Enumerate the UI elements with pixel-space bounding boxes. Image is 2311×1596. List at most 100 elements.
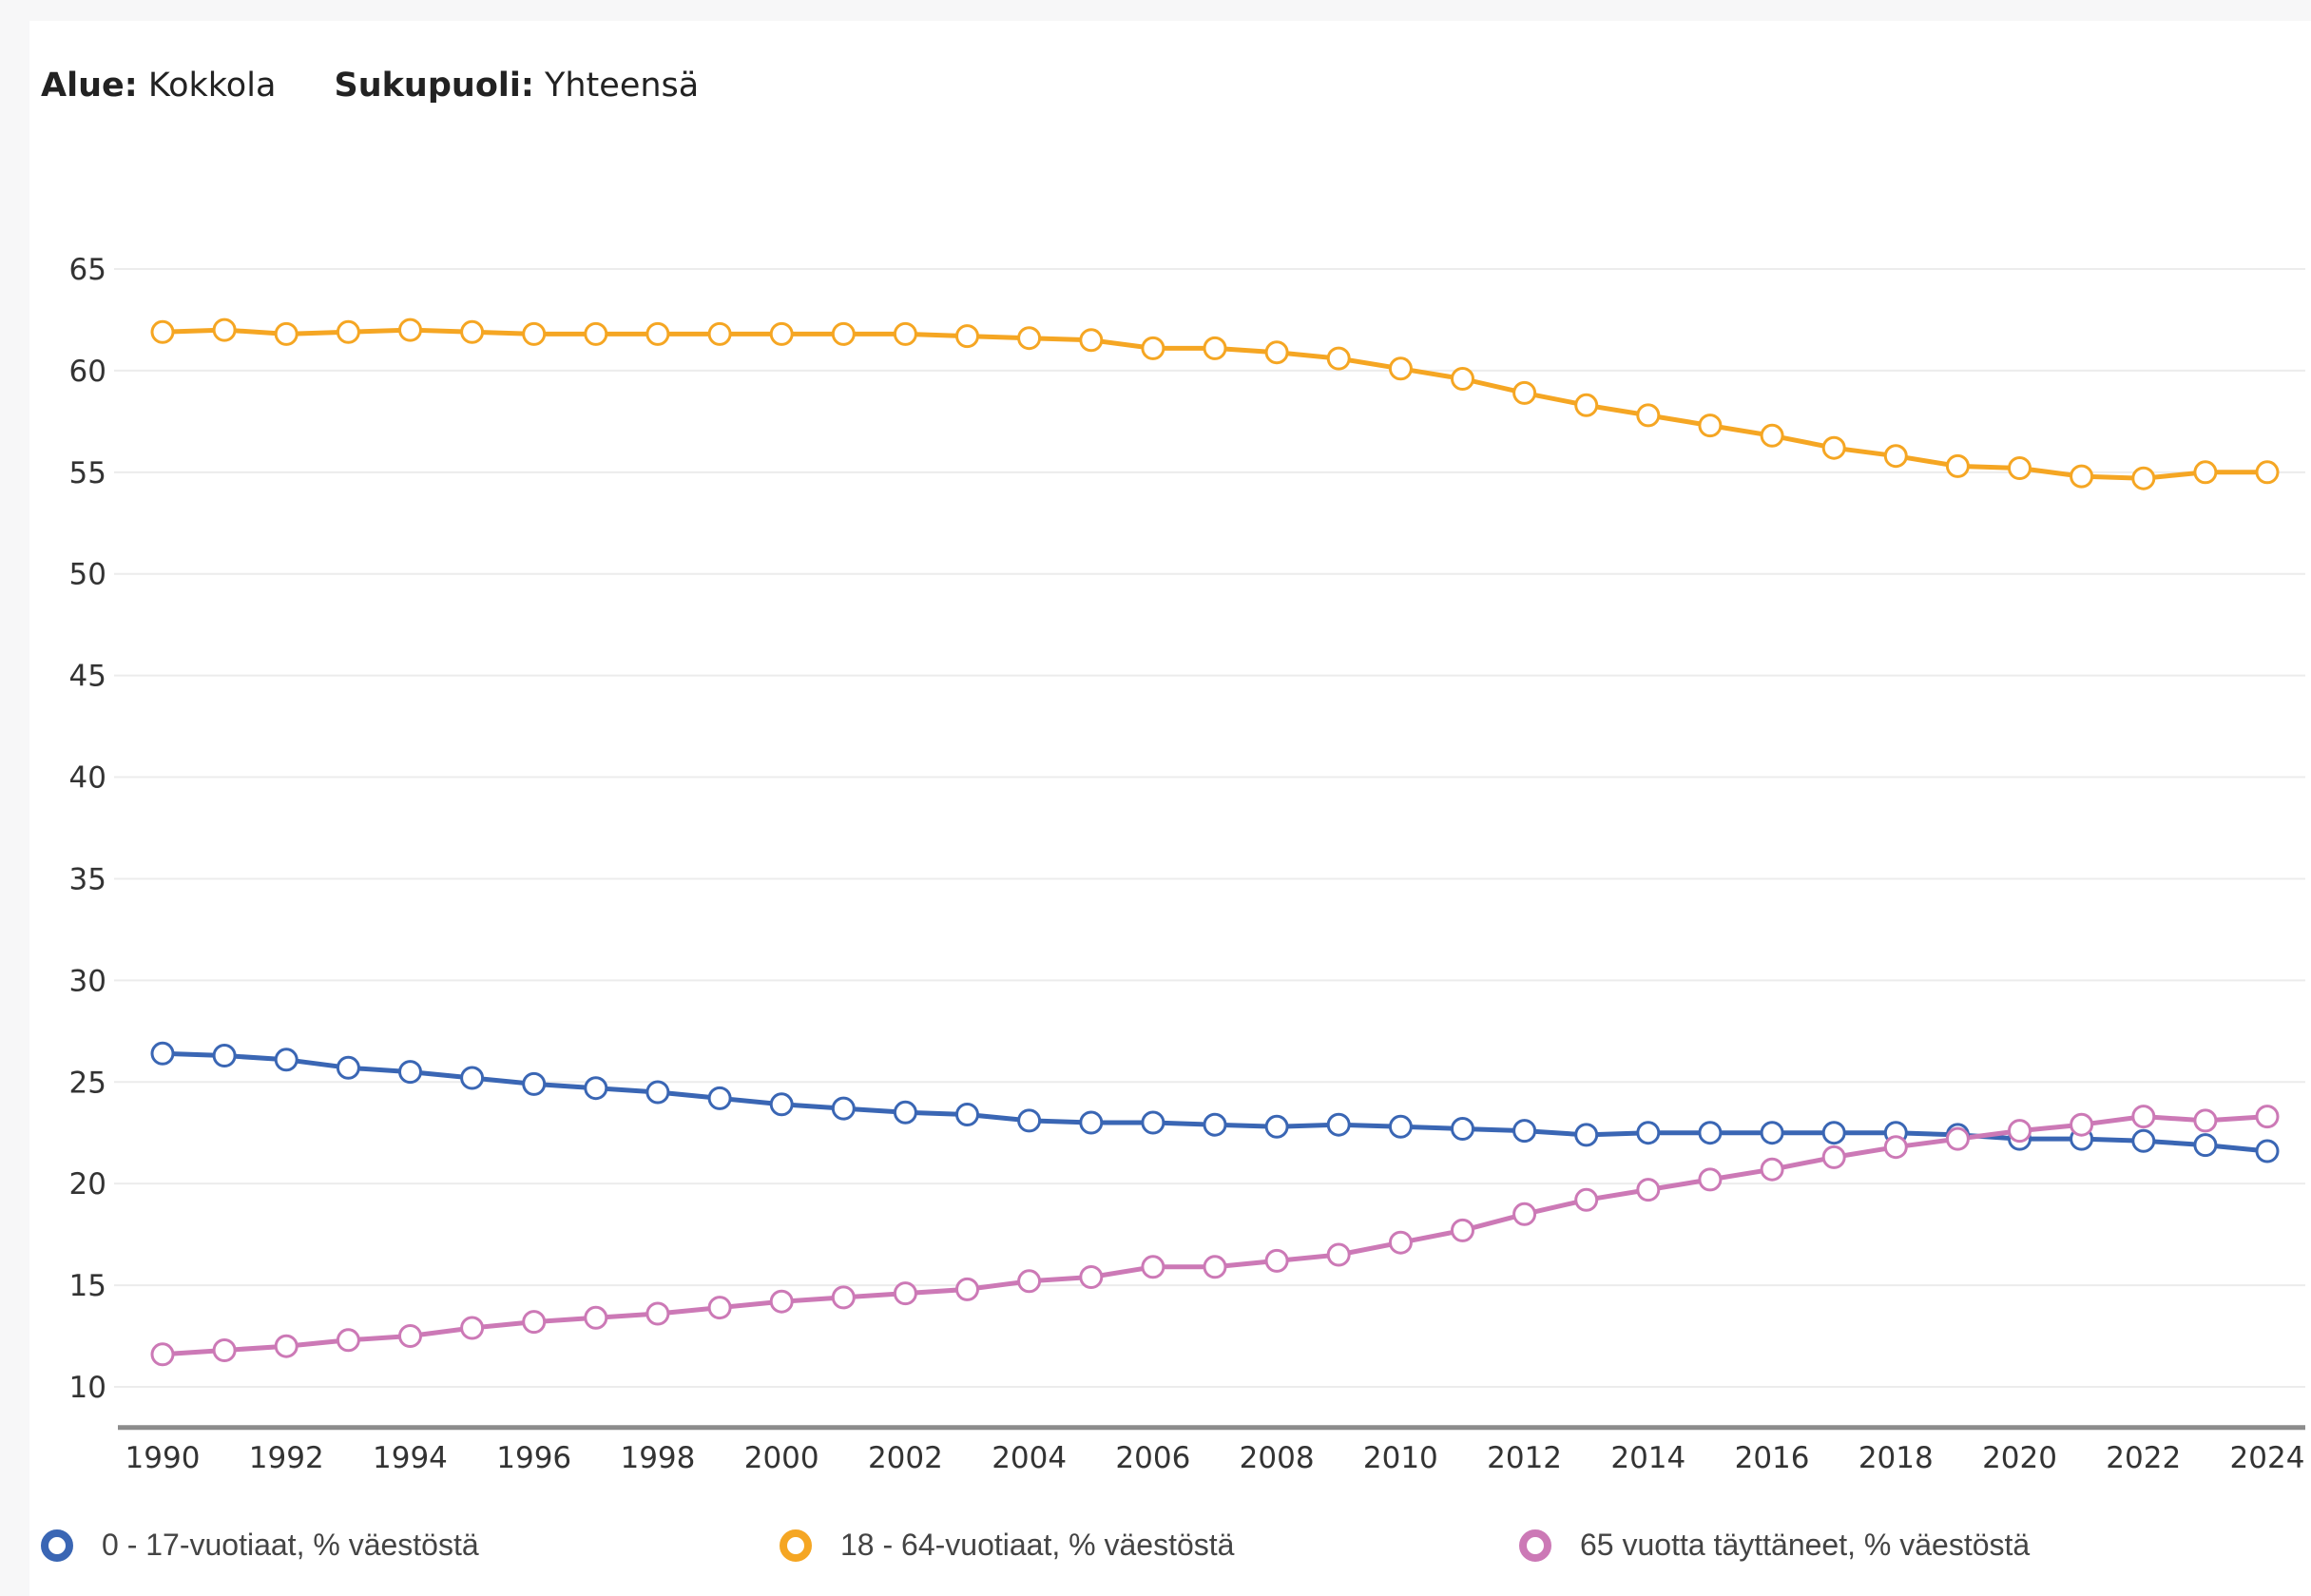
data-point-1-2010[interactable] bbox=[1388, 356, 1413, 381]
data-point-2-2004[interactable] bbox=[1017, 1269, 1042, 1294]
data-point-1-1998[interactable] bbox=[645, 321, 670, 346]
data-point-2-2023[interactable] bbox=[2193, 1108, 2218, 1133]
data-point-0-1996[interactable] bbox=[522, 1071, 547, 1096]
data-point-1-2009[interactable] bbox=[1326, 346, 1351, 371]
data-point-0-2012[interactable] bbox=[1512, 1119, 1537, 1144]
data-point-2-2024[interactable] bbox=[2255, 1105, 2280, 1129]
data-point-2-2013[interactable] bbox=[1574, 1187, 1599, 1212]
data-point-0-2007[interactable] bbox=[1203, 1112, 1227, 1137]
data-point-1-2001[interactable] bbox=[831, 321, 856, 346]
data-point-1-1991[interactable] bbox=[212, 317, 237, 342]
data-point-2-2010[interactable] bbox=[1388, 1230, 1413, 1255]
data-point-0-2001[interactable] bbox=[831, 1096, 856, 1121]
data-point-1-2004[interactable] bbox=[1017, 326, 1042, 351]
data-point-0-2003[interactable] bbox=[955, 1103, 979, 1126]
data-point-0-2022[interactable] bbox=[2131, 1128, 2156, 1153]
data-point-1-1996[interactable] bbox=[522, 321, 547, 346]
data-point-2-2016[interactable] bbox=[1760, 1157, 1784, 1182]
data-point-1-2002[interactable] bbox=[893, 321, 917, 346]
data-point-0-2016[interactable] bbox=[1760, 1121, 1784, 1145]
data-point-2-2007[interactable] bbox=[1203, 1255, 1227, 1279]
data-point-0-2006[interactable] bbox=[1141, 1110, 1165, 1135]
data-point-1-2011[interactable] bbox=[1451, 367, 1474, 391]
data-point-2-2000[interactable] bbox=[769, 1289, 794, 1314]
data-point-2-2022[interactable] bbox=[2131, 1105, 2156, 1129]
data-point-1-2018[interactable] bbox=[1883, 444, 1908, 469]
data-point-1-1990[interactable] bbox=[150, 319, 175, 344]
data-point-2-1991[interactable] bbox=[212, 1338, 237, 1362]
data-point-0-2000[interactable] bbox=[769, 1092, 794, 1117]
data-point-1-2023[interactable] bbox=[2193, 460, 2218, 485]
data-point-1-1999[interactable] bbox=[707, 321, 732, 346]
data-point-2-2006[interactable] bbox=[1141, 1255, 1165, 1279]
data-point-2-2019[interactable] bbox=[1945, 1126, 1970, 1151]
data-point-0-1990[interactable] bbox=[150, 1041, 175, 1066]
data-point-2-2011[interactable] bbox=[1451, 1218, 1474, 1242]
data-point-0-2023[interactable] bbox=[2193, 1133, 2218, 1158]
data-point-1-2017[interactable] bbox=[1821, 435, 1846, 460]
data-point-2-2003[interactable] bbox=[955, 1277, 979, 1301]
data-point-1-2014[interactable] bbox=[1636, 403, 1661, 428]
data-point-0-2024[interactable] bbox=[2255, 1139, 2280, 1163]
data-point-1-2022[interactable] bbox=[2131, 466, 2156, 490]
data-point-1-2000[interactable] bbox=[769, 321, 794, 346]
data-point-1-2012[interactable] bbox=[1512, 380, 1537, 405]
data-point-0-2017[interactable] bbox=[1821, 1121, 1846, 1145]
data-point-2-1998[interactable] bbox=[645, 1301, 670, 1326]
data-point-1-2007[interactable] bbox=[1203, 336, 1227, 360]
data-point-2-2002[interactable] bbox=[893, 1281, 917, 1306]
legend-item-0-17[interactable]: 0 - 17-vuotiaat, % väestöstä bbox=[41, 1528, 479, 1563]
legend-item-65-plus[interactable]: 65 vuotta täyttäneet, % väestöstä bbox=[1519, 1528, 2030, 1563]
data-point-1-1994[interactable] bbox=[398, 317, 422, 342]
data-point-1-2005[interactable] bbox=[1079, 328, 1104, 353]
data-point-1-2015[interactable] bbox=[1698, 413, 1723, 438]
data-point-2-1999[interactable] bbox=[707, 1296, 732, 1320]
data-point-2-2021[interactable] bbox=[2070, 1112, 2094, 1137]
data-point-1-1993[interactable] bbox=[336, 319, 360, 344]
data-point-0-2008[interactable] bbox=[1264, 1114, 1289, 1139]
data-point-1-2020[interactable] bbox=[2008, 456, 2032, 480]
data-point-0-2014[interactable] bbox=[1636, 1121, 1661, 1145]
data-point-0-2010[interactable] bbox=[1388, 1114, 1413, 1139]
data-point-0-1997[interactable] bbox=[584, 1076, 608, 1101]
data-point-2-2012[interactable] bbox=[1512, 1202, 1537, 1226]
data-point-0-2013[interactable] bbox=[1574, 1123, 1599, 1147]
data-point-2-2014[interactable] bbox=[1636, 1178, 1661, 1202]
data-point-2-2020[interactable] bbox=[2008, 1119, 2032, 1144]
data-point-2-2008[interactable] bbox=[1264, 1248, 1289, 1273]
data-point-0-1991[interactable] bbox=[212, 1044, 237, 1067]
data-point-2-1990[interactable] bbox=[150, 1342, 175, 1367]
data-point-2-2005[interactable] bbox=[1079, 1265, 1104, 1289]
data-point-2-2009[interactable] bbox=[1326, 1242, 1351, 1267]
data-point-2-1994[interactable] bbox=[398, 1324, 422, 1348]
data-point-0-2015[interactable] bbox=[1698, 1121, 1723, 1145]
data-point-1-1997[interactable] bbox=[584, 321, 608, 346]
data-point-2-2017[interactable] bbox=[1821, 1144, 1846, 1169]
data-point-0-2011[interactable] bbox=[1451, 1117, 1474, 1141]
data-point-1-2008[interactable] bbox=[1264, 340, 1289, 365]
data-point-0-2004[interactable] bbox=[1017, 1108, 1042, 1133]
data-point-2-1993[interactable] bbox=[336, 1328, 360, 1353]
data-point-2-2018[interactable] bbox=[1883, 1135, 1908, 1160]
data-point-1-2006[interactable] bbox=[1141, 336, 1165, 360]
data-point-1-1992[interactable] bbox=[274, 321, 299, 346]
data-point-2-1996[interactable] bbox=[522, 1310, 547, 1335]
data-point-0-2005[interactable] bbox=[1079, 1110, 1104, 1135]
data-point-0-1992[interactable] bbox=[274, 1048, 299, 1072]
data-point-1-2024[interactable] bbox=[2255, 460, 2280, 485]
data-point-2-1997[interactable] bbox=[584, 1305, 608, 1330]
data-point-0-1993[interactable] bbox=[336, 1055, 360, 1080]
data-point-0-1998[interactable] bbox=[645, 1080, 670, 1105]
data-point-0-2009[interactable] bbox=[1326, 1112, 1351, 1137]
data-point-1-2016[interactable] bbox=[1760, 423, 1784, 448]
data-point-2-2015[interactable] bbox=[1698, 1167, 1723, 1192]
data-point-1-2013[interactable] bbox=[1574, 393, 1599, 417]
data-point-0-1994[interactable] bbox=[398, 1060, 422, 1085]
data-point-0-1999[interactable] bbox=[707, 1086, 732, 1110]
data-point-1-2003[interactable] bbox=[955, 324, 979, 349]
data-point-1-2021[interactable] bbox=[2070, 464, 2094, 489]
legend-item-18-64[interactable]: 18 - 64-vuotiaat, % väestöstä bbox=[780, 1528, 1234, 1563]
data-point-0-1995[interactable] bbox=[460, 1066, 485, 1090]
data-point-2-1992[interactable] bbox=[274, 1334, 299, 1358]
data-point-1-1995[interactable] bbox=[460, 319, 485, 344]
